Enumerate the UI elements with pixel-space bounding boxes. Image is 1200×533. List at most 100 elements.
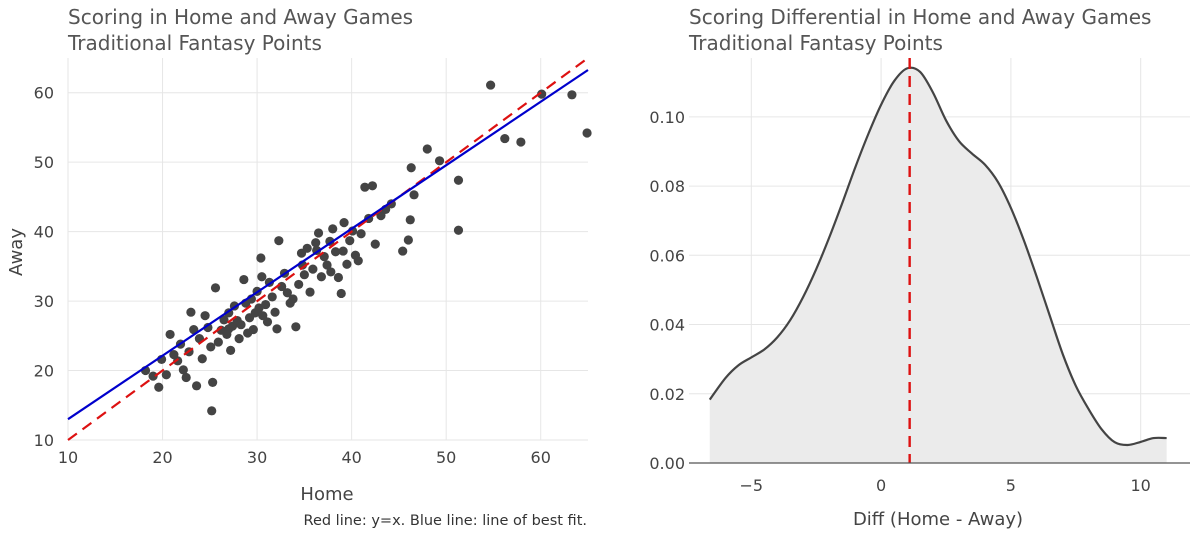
scatter-point (537, 89, 547, 99)
scatter-point (173, 356, 183, 366)
scatter-point (200, 311, 210, 321)
scatter-point (294, 279, 304, 290)
scatter-point (305, 287, 315, 297)
scatter-point (434, 156, 445, 166)
scatter-point (291, 322, 301, 332)
scatter-y-tick-label: 10 (34, 431, 54, 450)
scatter-x-tick-label: 60 (531, 448, 551, 467)
density-curve (708, 66, 1167, 447)
scatter-point (234, 333, 244, 344)
scatter-point (262, 317, 273, 327)
scatter-point (326, 267, 336, 277)
scatter-y-tick-label: 20 (34, 362, 54, 381)
scatter-point (239, 274, 249, 285)
density-y-ticks: 0.00 0.02 0.04 0.06 0.08 0.10 (649, 108, 685, 473)
scatter-y-axis-title: Away (6, 228, 27, 276)
density-x-tick-label: 0 (876, 476, 886, 495)
scatter-point (257, 272, 267, 282)
scatter-point (328, 224, 338, 234)
scatter-point (353, 256, 363, 266)
scatter-point (191, 381, 202, 391)
scatter-point (342, 259, 352, 269)
scatter-point (403, 235, 413, 245)
scatter-point (261, 299, 271, 310)
density-x-axis-title: Diff (Home - Away) (853, 509, 1023, 530)
scatter-y-ticks: 10 20 30 40 50 60 (34, 84, 54, 450)
scatter-point (339, 218, 349, 228)
density-y-tick-label: 0.06 (649, 246, 685, 265)
scatter-gridlines (67, 58, 588, 441)
scatter-x-axis-title: Home (300, 484, 353, 505)
scatter-point (197, 354, 207, 364)
scatter-point (367, 181, 378, 191)
scatter-points (140, 80, 592, 416)
scatter-x-ticks: 10 20 30 40 50 60 (58, 448, 551, 467)
scatter-point (516, 137, 526, 147)
scatter-point (213, 337, 223, 347)
scatter-y-tick-label: 40 (34, 223, 54, 242)
density-y-tick-label: 0.10 (649, 108, 685, 127)
scatter-y-tick-label: 60 (34, 84, 54, 103)
scatter-point (161, 370, 171, 380)
scatter-point (282, 288, 292, 298)
scatter-point (405, 215, 415, 225)
scatter-point (302, 243, 312, 253)
scatter-x-tick-label: 50 (436, 448, 456, 467)
scatter-point (370, 239, 380, 249)
scatter-point (345, 236, 355, 246)
density-area (709, 67, 1167, 463)
scatter-point (422, 144, 432, 154)
scatter-point (270, 307, 280, 317)
scatter-point (322, 260, 332, 270)
density-y-tick-label: 0.04 (649, 316, 685, 335)
density-x-ticks: −5 0 5 10 (740, 476, 1151, 495)
scatter-point (333, 272, 343, 283)
scatter-point (453, 225, 464, 235)
scatter-point (311, 238, 321, 248)
density-chart: Scoring Differential in Home and Away Ga… (649, 5, 1190, 530)
scatter-point (330, 247, 341, 257)
scatter-point (148, 371, 158, 381)
scatter-subtitle: Traditional Fantasy Points (67, 31, 322, 55)
scatter-point (210, 283, 221, 293)
scatter-point (316, 272, 326, 282)
scatter-point (272, 324, 282, 334)
scatter-point (313, 228, 324, 238)
density-title: Scoring Differential in Home and Away Ga… (689, 5, 1151, 29)
scatter-point (376, 211, 386, 221)
identity-line (67, 57, 589, 441)
scatter-point (500, 133, 510, 144)
scatter-point (336, 288, 346, 299)
best-fit-line (67, 69, 589, 421)
scatter-point (398, 246, 408, 256)
scatter-point (267, 292, 277, 302)
scatter-point (409, 190, 419, 200)
scatter-point (224, 324, 234, 334)
density-y-tick-label: 0.00 (649, 454, 685, 473)
scatter-x-tick-label: 30 (247, 448, 267, 467)
scatter-point (356, 229, 366, 239)
scatter-point (226, 345, 236, 356)
scatter-point (248, 324, 258, 335)
scatter-point (299, 270, 309, 280)
scatter-point (236, 320, 246, 330)
scatter-point (308, 264, 318, 274)
scatter-point (186, 307, 196, 317)
density-x-tick-label: 5 (1006, 476, 1016, 495)
scatter-caption: Red line: y=x. Blue line: line of best f… (304, 513, 587, 529)
scatter-x-tick-label: 20 (152, 448, 172, 467)
scatter-y-tick-label: 30 (34, 292, 54, 311)
scatter-point (256, 253, 266, 263)
scatter-point (219, 315, 229, 325)
scatter-point (582, 128, 592, 138)
scatter-point (338, 246, 348, 256)
scatter-point (288, 294, 298, 304)
scatter-point (406, 163, 416, 173)
density-y-tick-label: 0.02 (649, 385, 685, 404)
scatter-point (258, 311, 268, 321)
scatter-x-tick-label: 10 (58, 448, 78, 467)
scatter-title: Scoring in Home and Away Games (68, 5, 413, 29)
scatter-point (206, 342, 216, 352)
scatter-point (178, 365, 188, 375)
